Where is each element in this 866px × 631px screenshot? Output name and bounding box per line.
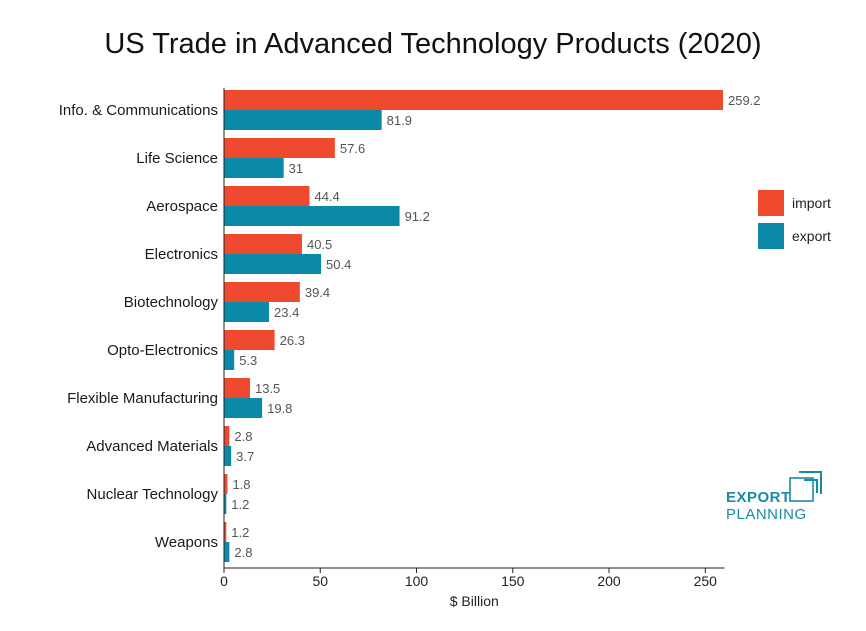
category-label: Weapons xyxy=(155,534,218,551)
data-label-import: 1.8 xyxy=(232,477,250,492)
data-label-export: 3.7 xyxy=(236,449,254,464)
value-labels: 259.2 81.9 57.6 31 44.4 91.2 40.5 50.4 39.4 23.4 2… xyxy=(231,93,760,560)
category-label: Biotechnology xyxy=(124,294,219,311)
bar-export xyxy=(224,110,382,130)
data-label-import: 259.2 xyxy=(728,93,761,108)
logo-line-1: EXPORT xyxy=(726,489,791,506)
data-label-import: 44.4 xyxy=(314,189,339,204)
bar-import xyxy=(224,186,310,206)
chart-title: US Trade in Advanced Technology Products… xyxy=(104,28,762,60)
legend: import export xyxy=(758,190,831,249)
data-label-export: 2.8 xyxy=(234,545,252,560)
category-labels: Info. & Communications Life Science Aerosp… xyxy=(59,102,219,551)
legend-swatch-export xyxy=(758,223,784,249)
x-tick-label: 100 xyxy=(405,573,429,589)
bar-export xyxy=(224,158,284,178)
x-ticks: 0 50 100 150 200 250 xyxy=(220,568,717,589)
bars xyxy=(224,90,723,562)
data-label-export: 19.8 xyxy=(267,401,292,416)
bar-import xyxy=(224,138,335,158)
bar-export xyxy=(224,494,227,514)
export-planning-logo: EXPORT PLANNING xyxy=(726,471,822,523)
category-label: Flexible Manufacturing xyxy=(67,390,218,407)
bar-export xyxy=(224,254,322,274)
category-label: Electronics xyxy=(145,246,218,263)
bar-export xyxy=(224,398,263,418)
category-label: Life Science xyxy=(136,150,218,167)
bar-import xyxy=(224,90,723,110)
data-label-import: 26.3 xyxy=(280,333,305,348)
bar-export xyxy=(224,206,400,226)
data-label-export: 5.3 xyxy=(239,353,257,368)
bar-import xyxy=(224,522,227,542)
logo-line-2: PLANNING xyxy=(726,506,807,523)
bar-export xyxy=(224,542,230,562)
x-tick-label: 250 xyxy=(694,573,718,589)
bar-import xyxy=(224,234,302,254)
export-arrow-icon xyxy=(789,471,822,502)
category-label: Info. & Communications xyxy=(59,102,218,119)
data-label-import: 57.6 xyxy=(340,141,365,156)
x-tick-label: 150 xyxy=(501,573,525,589)
bar-export xyxy=(224,446,232,466)
bar-import xyxy=(224,282,300,302)
data-label-export: 23.4 xyxy=(274,305,299,320)
x-tick-label: 50 xyxy=(312,573,328,589)
bar-import xyxy=(224,330,275,350)
category-label: Aerospace xyxy=(146,198,218,215)
data-label-import: 39.4 xyxy=(305,285,330,300)
bar-export xyxy=(224,302,270,322)
x-axis: 0 50 100 150 200 250 $ Billion xyxy=(220,88,725,609)
data-label-import: 2.8 xyxy=(234,429,252,444)
data-label-export: 81.9 xyxy=(387,113,412,128)
data-label-export: 1.2 xyxy=(231,497,249,512)
data-label-export: 31 xyxy=(289,161,303,176)
bar-import xyxy=(224,474,228,494)
legend-swatch-import xyxy=(758,190,784,216)
data-label-import: 40.5 xyxy=(307,237,332,252)
x-tick-label: 0 xyxy=(220,573,228,589)
data-label-import: 13.5 xyxy=(255,381,280,396)
category-label: Advanced Materials xyxy=(86,438,218,455)
category-label: Nuclear Technology xyxy=(87,486,219,503)
category-label: Opto-Electronics xyxy=(107,342,218,359)
data-label-import: 1.2 xyxy=(231,525,249,540)
data-label-export: 91.2 xyxy=(405,209,430,224)
legend-label-export: export xyxy=(792,228,831,244)
legend-label-import: import xyxy=(792,195,831,211)
data-label-export: 50.4 xyxy=(326,257,351,272)
bar-import xyxy=(224,426,230,446)
x-tick-label: 200 xyxy=(597,573,621,589)
bar-export xyxy=(224,350,235,370)
bar-import xyxy=(224,378,250,398)
x-axis-title: $ Billion xyxy=(450,593,499,609)
